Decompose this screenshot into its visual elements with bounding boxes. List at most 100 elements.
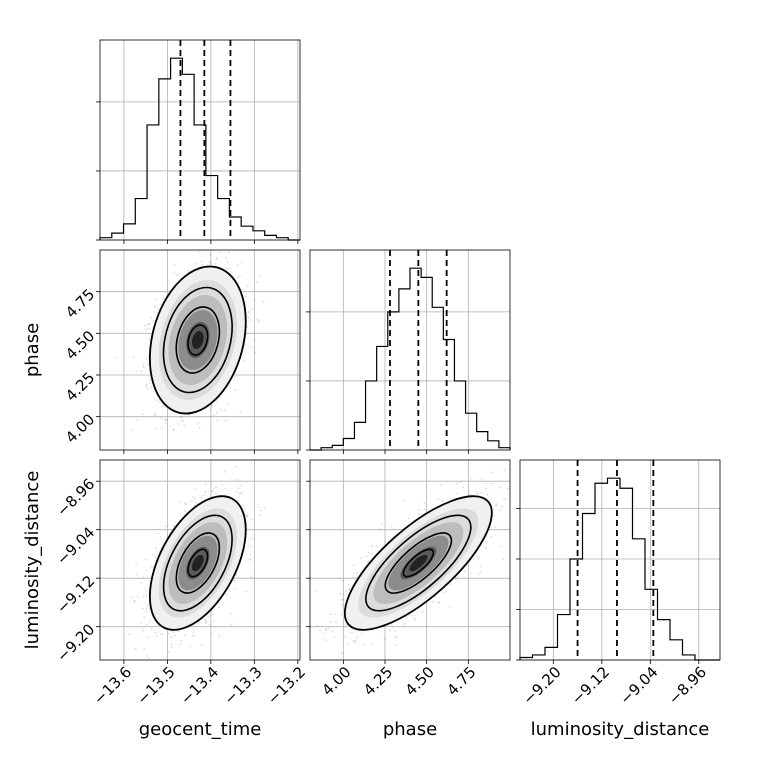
scatter-point [445,590,448,593]
scatter-point [250,308,253,311]
scatter-point [220,409,223,411]
density-level [191,330,204,349]
scatter-point [144,329,147,331]
scatter-point [209,253,212,256]
histogram-phase [306,249,511,454]
scatter-point [480,491,483,494]
scatter-point [167,632,170,635]
scatter-point [371,552,373,555]
scatter-point [136,418,138,421]
scatter-point [256,321,259,324]
scatter-point [153,305,156,307]
scatter-point [159,401,161,404]
scatter-point [161,541,164,543]
scatter-point [142,364,144,367]
scatter-point [194,262,197,265]
scatter-point [183,425,186,427]
scatter-point [238,492,241,495]
scatter-point [204,618,207,621]
scatter-point [145,610,147,613]
scatter-point [215,493,217,495]
scatter-point [480,570,482,573]
scatter-point [154,414,156,417]
scatter-point [211,405,213,408]
scatter-point [437,601,440,604]
scatter-point [193,497,196,500]
density-content [122,456,273,660]
scatter-point [201,644,203,646]
scatter-point [367,560,370,563]
scatter-point [156,635,158,638]
scatter-point [178,500,181,503]
scatter-point [226,267,228,270]
scatter-point [142,596,145,598]
density-content [315,468,509,655]
scatter-point [250,518,253,521]
scatter-point [133,601,136,603]
scatter-point [239,410,242,413]
scatter-point [160,546,163,549]
scatter-point [424,508,426,511]
contour-line [187,548,209,578]
scatter-point [250,537,253,540]
scatter-point [213,414,215,416]
scatter-point [142,366,145,369]
scatter-point [226,402,229,405]
scatter-point [208,261,211,264]
scatter-point [147,323,150,326]
panel-border [99,459,301,661]
scatter-point [362,643,365,646]
scatter-point [182,419,185,422]
scatter-point [236,478,239,481]
scatter-point [180,416,183,419]
scatter-point [148,323,151,325]
scatter-point [221,483,224,486]
density-content [114,250,265,431]
scatter-point [160,632,163,635]
contour-line [187,324,209,356]
scatter-point [200,496,203,498]
scatter-point [155,298,158,301]
scatter-point [246,284,249,287]
scatter-point [149,619,152,622]
scatter-point [189,645,192,648]
scatter-point [136,595,139,598]
scatter-point [234,389,236,391]
scatter-point [163,406,166,409]
scatter-point [145,608,147,610]
scatter-point [145,623,148,626]
scatter-point [150,628,153,630]
scatter-point [198,250,201,253]
scatter-point [204,490,207,493]
scatter-point [173,634,176,637]
histogram-step [519,477,720,661]
scatter-point [148,338,151,341]
scatter-point [214,263,217,265]
scatter-point [228,386,231,389]
scatter-point [192,634,195,637]
scatter-point [227,251,230,254]
scatter-point [190,500,193,503]
scatter-point [271,456,273,458]
scatter-point [247,545,250,547]
scatter-point [144,324,146,327]
scatter-point [325,629,328,631]
scatter-point [156,532,159,535]
histogram-step [310,267,511,451]
scatter-point [204,483,207,485]
scatter-point [140,369,142,372]
density-phase-vs-luminosity_distance [306,459,511,664]
scatter-point [249,345,251,348]
scatter-point [209,263,212,266]
scatter-point [150,565,152,568]
scatter-point [169,636,172,639]
scatter-point [130,428,133,431]
scatter-point [209,624,211,627]
scatter-point [404,622,406,625]
scatter-point [245,513,248,516]
scatter-point [146,591,149,593]
scatter-point [150,316,152,319]
scatter-point [158,307,161,310]
density-geocent_time-vs-phase [96,249,301,454]
scatter-point [250,545,253,548]
